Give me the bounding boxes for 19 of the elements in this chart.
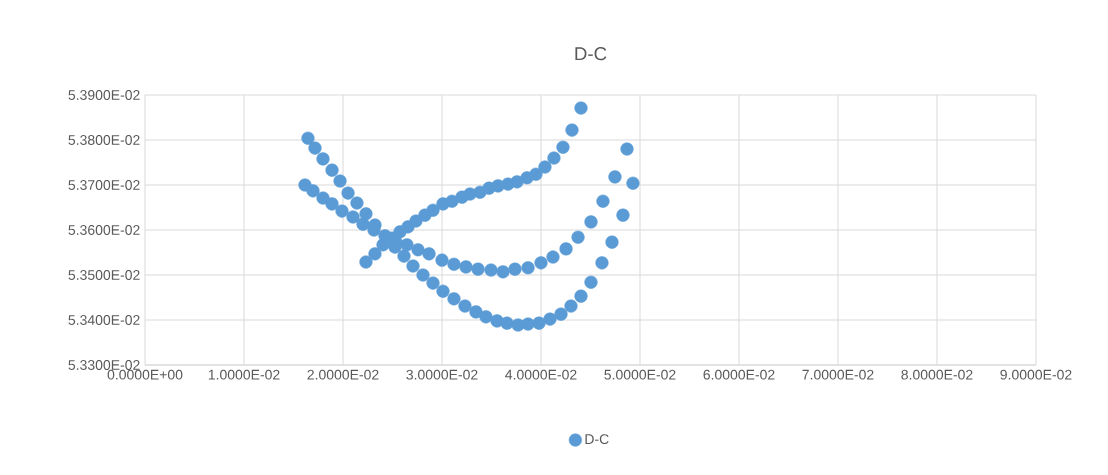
x-tick-label: 5.0000E-02 — [604, 369, 676, 380]
x-tick-label: 4.0000E-02 — [505, 369, 577, 380]
y-tick-label: 5.3300E-02 — [68, 360, 140, 370]
x-tick-label: 2.0000E-02 — [307, 369, 379, 380]
y-tick-label: 5.3900E-02 — [68, 90, 140, 100]
x-tick-label: 0.0000E+00 — [107, 369, 183, 380]
x-tick-label: 1.0000E-02 — [208, 369, 280, 380]
x-tick-label: 7.0000E-02 — [802, 369, 874, 380]
y-tick-label: 5.3700E-02 — [68, 180, 140, 190]
y-tick-label: 5.3400E-02 — [68, 315, 140, 325]
y-tick-label: 5.3600E-02 — [68, 225, 140, 235]
y-tick-label: 5.3800E-02 — [68, 135, 140, 145]
chart-title: D-C — [575, 47, 607, 61]
x-tick-label: 6.0000E-02 — [703, 369, 775, 380]
x-tick-label: 9.0000E-02 — [1000, 369, 1072, 380]
x-tick-label: 8.0000E-02 — [901, 369, 973, 380]
y-tick-label: 5.3500E-02 — [68, 270, 140, 280]
legend-label: D-C — [585, 434, 609, 445]
x-tick-label: 3.0000E-02 — [406, 369, 478, 380]
